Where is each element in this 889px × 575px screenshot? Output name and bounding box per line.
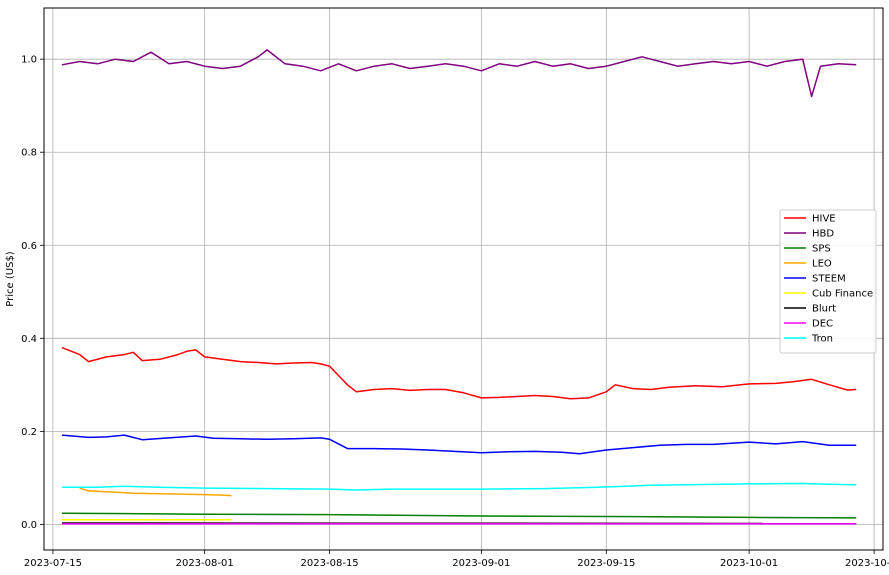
x-tick-label: 2023-10-01 bbox=[720, 558, 778, 569]
y-tick-label: 0.2 bbox=[21, 427, 37, 438]
y-axis-ticks: 0.0 0.2 0.4 0.6 0.8 1.0 bbox=[21, 55, 44, 531]
legend-label: LEO bbox=[812, 259, 832, 270]
y-tick-label: 1.0 bbox=[21, 55, 37, 66]
series-lines bbox=[61, 49, 857, 525]
x-tick-label: 2023-10-15 bbox=[845, 558, 889, 569]
y-tick-label: 0.4 bbox=[21, 334, 37, 345]
legend-label: STEEM bbox=[812, 274, 846, 285]
x-tick-label: 2023-09-15 bbox=[577, 558, 635, 569]
grid-lines bbox=[44, 8, 883, 550]
legend-label: Cub Finance bbox=[812, 289, 873, 300]
series-line-hive bbox=[61, 346, 857, 400]
series-line-sps bbox=[61, 512, 857, 519]
legend-label: Tron bbox=[811, 334, 833, 345]
legend-label: HBD bbox=[812, 229, 834, 240]
series-line-hbd bbox=[61, 49, 857, 98]
series-line-leo bbox=[79, 487, 232, 497]
x-tick-label: 2023-08-15 bbox=[301, 558, 359, 569]
series-line-steem bbox=[61, 434, 857, 455]
series-line-tron bbox=[61, 482, 857, 491]
plot-frame bbox=[43, 7, 884, 551]
x-tick-label: 2023-08-01 bbox=[176, 558, 234, 569]
y-tick-label: 0.0 bbox=[21, 520, 37, 531]
y-tick-label: 0.6 bbox=[21, 241, 37, 252]
legend: HIVE HBD SPS LEO STEEM Cub Finance Blurt DEC Tro… bbox=[779, 209, 877, 354]
legend-label: SPS bbox=[812, 244, 831, 255]
x-axis-ticks: 2023-07-15 2023-08-01 2023-08-15 2023-09-01… bbox=[24, 550, 889, 569]
legend-label: Blurt bbox=[812, 304, 836, 315]
y-tick-label: 0.8 bbox=[21, 148, 37, 159]
legend-label: HIVE bbox=[812, 214, 836, 225]
legend-label: DEC bbox=[812, 319, 833, 330]
x-tick-label: 2023-09-01 bbox=[452, 558, 510, 569]
x-tick-label: 2023-07-15 bbox=[24, 558, 82, 569]
y-axis-label: Price (US$) bbox=[5, 251, 16, 307]
legend-box bbox=[779, 209, 877, 354]
